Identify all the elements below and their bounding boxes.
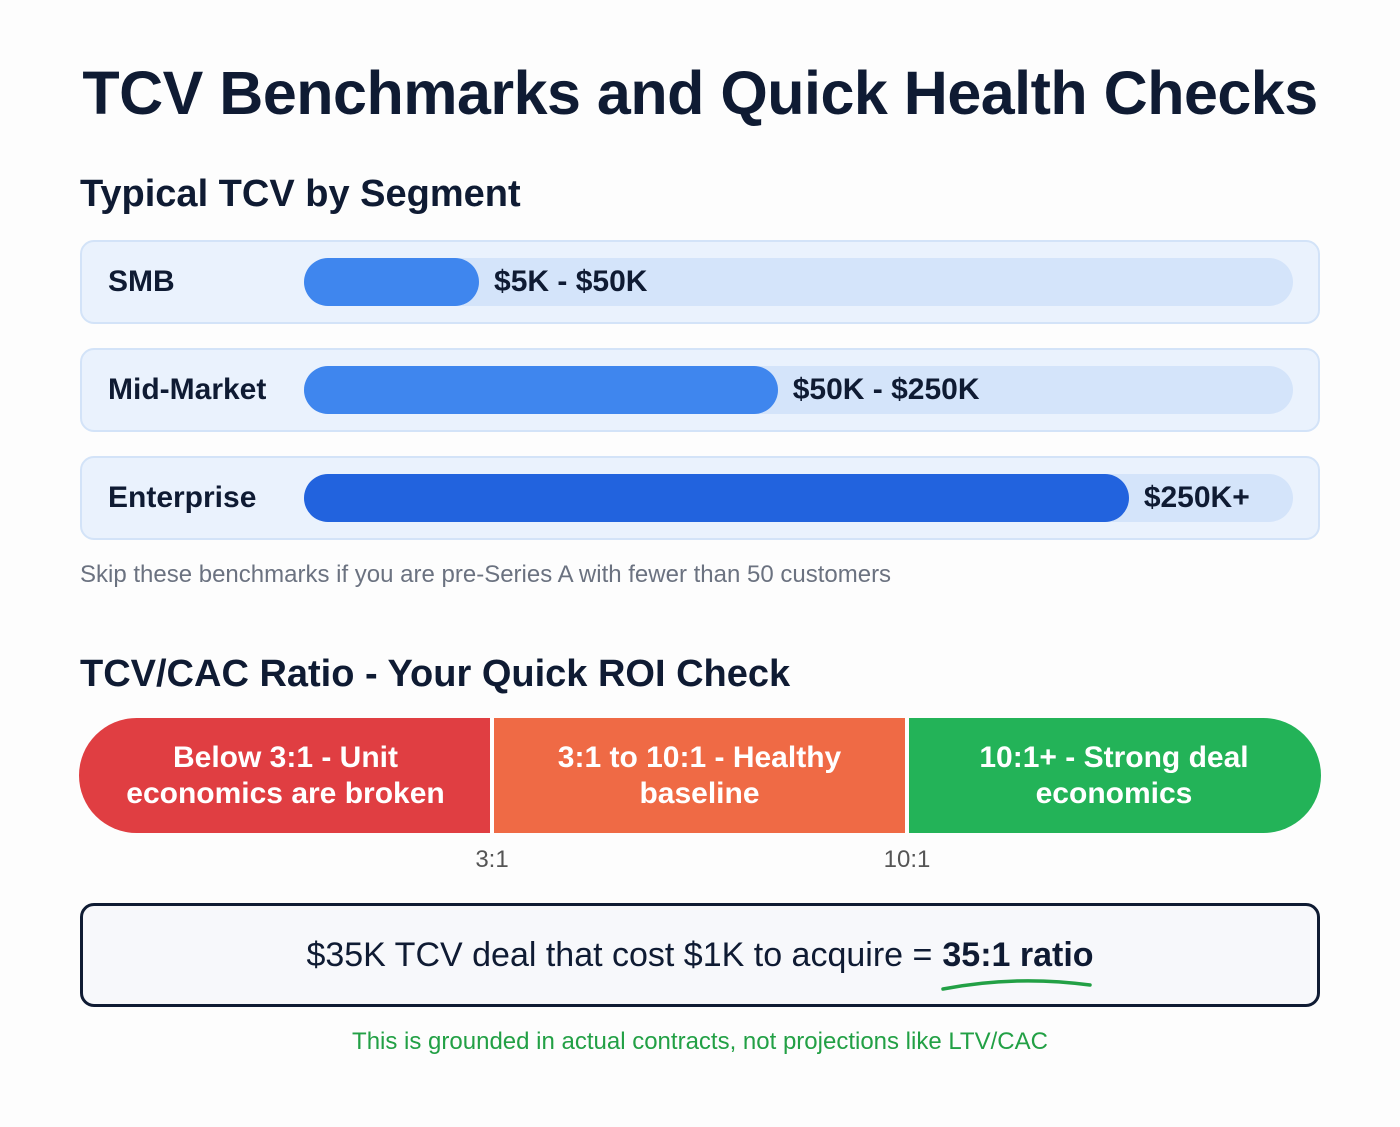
- segment-fill: [304, 474, 1129, 522]
- benchmark-note: Skip these benchmarks if you are pre-Ser…: [80, 561, 892, 588]
- example-highlight: 35:1 ratio: [942, 935, 1094, 974]
- ratio-scale: Below 3:1 - Unit economics are broken 3:…: [79, 718, 1321, 833]
- ratio-zone-healthy: 3:1 to 10:1 - Healthy baseline: [492, 718, 907, 833]
- segment-label: SMB: [108, 265, 175, 298]
- footer-note: This is grounded in actual contracts, no…: [352, 1028, 1048, 1055]
- example-box: $35K TCV deal that cost $1K to acquire =…: [80, 903, 1320, 1007]
- segment-track: $250K+: [304, 474, 1293, 522]
- page-title: TCV Benchmarks and Quick Health Checks: [82, 59, 1318, 127]
- segment-row-mid-market: Mid-Market $50K - $250K: [80, 348, 1320, 432]
- segment-row-smb: SMB $5K - $50K: [80, 240, 1320, 324]
- zone-divider: [905, 718, 909, 833]
- ratio-zone-strong: 10:1+ - Strong deal economics: [907, 718, 1321, 833]
- zone-divider: [490, 718, 494, 833]
- segment-track: $50K - $250K: [304, 366, 1293, 414]
- ratio-zone-broken: Below 3:1 - Unit economics are broken: [79, 718, 492, 833]
- segment-fill: [304, 258, 480, 306]
- segment-range: $250K+: [1143, 481, 1250, 514]
- ratio-heading: TCV/CAC Ratio - Your Quick ROI Check: [80, 653, 791, 695]
- segment-range: $50K - $250K: [792, 373, 980, 406]
- example-text: $35K TCV deal that cost $1K to acquire =: [306, 935, 933, 974]
- underline-mark: [941, 978, 1093, 991]
- segment-row-enterprise: Enterprise $250K+: [80, 456, 1320, 540]
- segment-label: Enterprise: [108, 481, 257, 514]
- segment-label: Mid-Market: [108, 373, 267, 406]
- segment-fill: [304, 366, 778, 414]
- segment-track: $5K - $50K: [304, 258, 1293, 306]
- tick-label: 10:1: [883, 846, 931, 873]
- segment-range: $5K - $50K: [494, 265, 648, 298]
- tick-label: 3:1: [475, 846, 509, 873]
- segments-heading: Typical TCV by Segment: [80, 173, 521, 215]
